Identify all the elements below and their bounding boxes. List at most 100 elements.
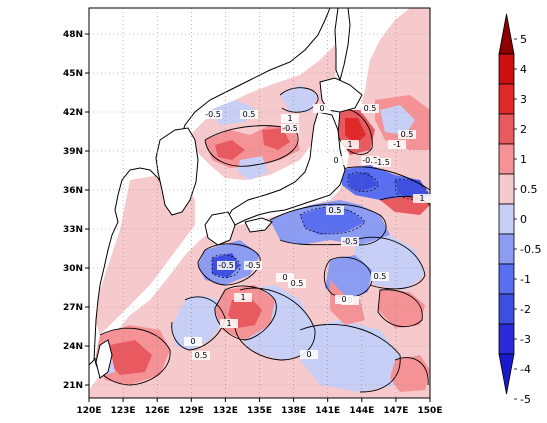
neg-region-a xyxy=(172,295,225,350)
colorbar: 5 4 3 2 1 0.5 0 -0.5 -1 -2 -3 -4 -5 xyxy=(498,13,541,406)
contour-label-bg xyxy=(313,104,331,113)
contour-labels: -0.50.510-0.50.5-1100.5-0.510.5-0.500.50… xyxy=(184,104,431,360)
neg-core-east xyxy=(348,172,378,192)
contour-label: -0.5 xyxy=(205,110,221,119)
contour-label-bg xyxy=(184,337,202,346)
contour-label: 0 xyxy=(306,350,311,359)
lon-tick-label: 135E xyxy=(247,406,272,416)
contour-label: 0.5 xyxy=(329,206,342,215)
contour-label: -0.5 xyxy=(245,261,261,270)
lat-tick-label: 33N xyxy=(63,225,83,235)
colorbar-segment xyxy=(498,173,515,205)
contour-label-bg xyxy=(373,158,391,167)
lon-tick-label: 132E xyxy=(213,406,238,416)
contour-label: 0.5 xyxy=(401,130,414,139)
colorbar-label: 0 xyxy=(520,213,527,226)
contour-label-bg xyxy=(361,104,379,113)
colorbar-label: -2 xyxy=(520,303,531,316)
contour-label: 0 xyxy=(282,273,287,282)
contour-label: -0.5 xyxy=(282,124,298,133)
contour-label-bg xyxy=(220,319,238,328)
contour-label-bg xyxy=(327,156,345,165)
contour-label-bg xyxy=(192,351,210,360)
contour-label: -1.5 xyxy=(374,158,390,167)
contour-label-bg xyxy=(341,140,359,149)
lon-tick-label: 120E xyxy=(77,406,102,416)
lon-tick-label: 147E xyxy=(383,406,408,416)
pos-core-ne xyxy=(345,118,366,145)
contour-label-bg xyxy=(217,261,235,270)
contour-label: 0.5 xyxy=(364,104,377,113)
lat-tick-label: 48N xyxy=(63,30,83,40)
colorbar-label: -5 xyxy=(520,393,531,406)
contour-label: -0.5 xyxy=(362,156,378,165)
contour-label-bg xyxy=(413,194,431,203)
contour-label-bg xyxy=(326,206,344,215)
contour-label-bg xyxy=(361,156,379,165)
colorbar-segment xyxy=(498,113,515,145)
colorbar-segment xyxy=(498,263,515,295)
colorbar-label: -0.5 xyxy=(520,243,541,256)
kyushu xyxy=(204,211,236,246)
colorbar-bottom-arrow xyxy=(498,353,515,395)
contour-label: 0.5 xyxy=(243,110,256,119)
contour-label: 0.5 xyxy=(195,351,208,360)
neg-region-soj xyxy=(238,156,268,180)
contour-label: -0.5 xyxy=(218,261,234,270)
colorbar-label: 4 xyxy=(520,63,527,76)
colorbar-label: 0.5 xyxy=(520,183,538,196)
colorbar-label: 3 xyxy=(520,93,527,106)
lat-tick-label: 30N xyxy=(63,264,83,274)
contour-label-bg xyxy=(398,130,416,139)
colorbar-label: -1 xyxy=(520,273,531,286)
lon-tick-label: 141E xyxy=(315,406,340,416)
contour-label-bg xyxy=(281,114,299,123)
taiwan xyxy=(95,339,113,379)
land-masses xyxy=(89,8,363,379)
honshu xyxy=(224,111,346,226)
colorbar-segment xyxy=(498,323,515,355)
colorbar-label: -3 xyxy=(520,333,531,346)
colorbar-segment xyxy=(498,53,515,85)
lon-tick-label: 129E xyxy=(179,406,204,416)
contour-label: 0 xyxy=(341,295,346,304)
neg-region-ne xyxy=(380,105,415,135)
lat-tick-label: 21N xyxy=(63,381,83,391)
contour-label-bg xyxy=(300,350,318,359)
colorbar-top-arrow xyxy=(498,13,515,55)
contour-label: 1 xyxy=(226,319,231,328)
contour-label-bg xyxy=(244,261,262,270)
colorbar-segment xyxy=(498,203,515,235)
colorbar-segment xyxy=(498,143,515,175)
lon-tick-label: 138E xyxy=(281,406,306,416)
colorbar-segment xyxy=(498,83,515,115)
contour-label: 0.5 xyxy=(291,279,304,288)
contour-label: 1 xyxy=(419,194,424,203)
lat-tick-label: 36N xyxy=(63,186,83,196)
contour-label-bg xyxy=(371,272,389,281)
contour-label: -0.5 xyxy=(342,237,358,246)
contour-label: 0 xyxy=(190,337,195,346)
lon-tick-label: 126E xyxy=(145,406,170,416)
colorbar-label: 5 xyxy=(520,33,527,46)
contour-label: 0 xyxy=(333,156,338,165)
lat-tick-label: 27N xyxy=(63,303,83,313)
colorbar-segment xyxy=(498,233,515,265)
contour-lines xyxy=(94,87,430,393)
neg-region-c xyxy=(300,320,400,392)
lat-tick-label: 45N xyxy=(63,69,83,79)
lat-tick-label: 42N xyxy=(63,108,83,118)
pos-region-mid2 xyxy=(378,290,425,328)
contour-label: 1 xyxy=(240,293,245,302)
contour-label-bg xyxy=(341,237,359,246)
colorbar-label: 1 xyxy=(520,153,527,166)
east-china-sea-field xyxy=(95,175,195,335)
contour-label-bg xyxy=(288,279,306,288)
pos-core-soj-1 xyxy=(215,140,245,160)
neg-core-kuroshio xyxy=(300,205,365,235)
contour-label-bg xyxy=(335,295,353,304)
neg-region-soj-n xyxy=(280,85,318,112)
shikoku xyxy=(244,217,273,233)
lon-tick-label: 144E xyxy=(349,406,374,416)
